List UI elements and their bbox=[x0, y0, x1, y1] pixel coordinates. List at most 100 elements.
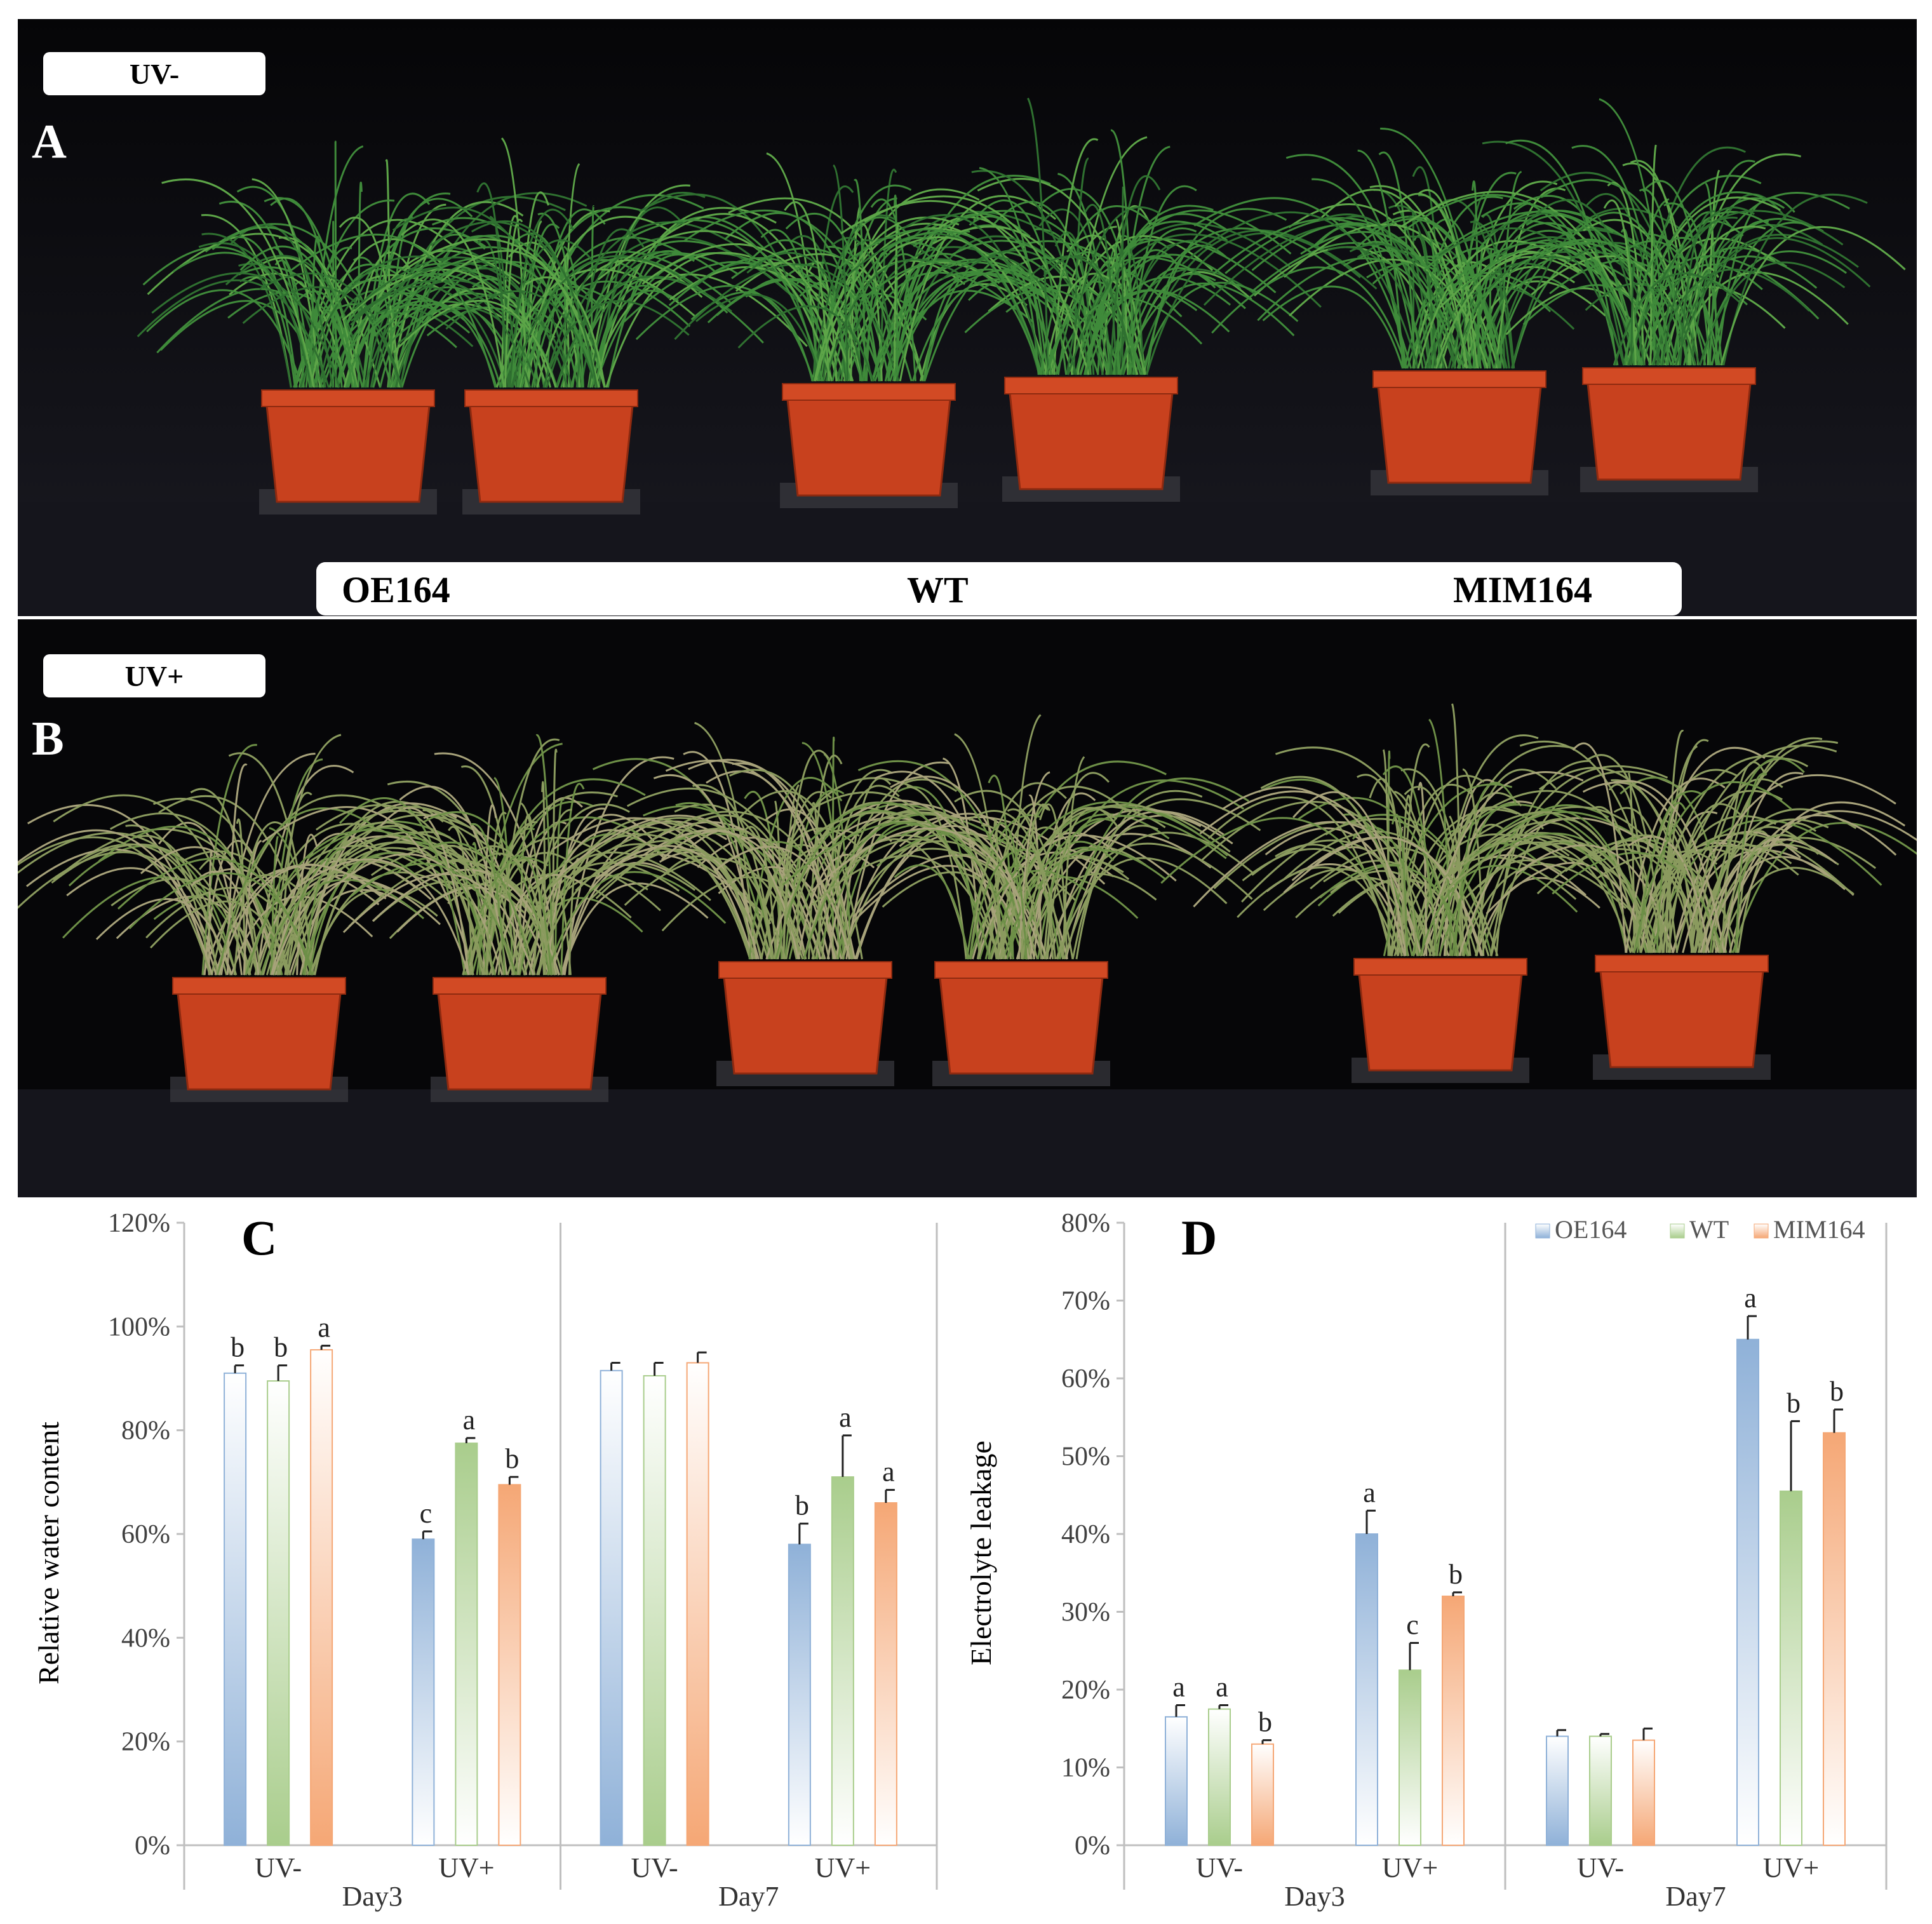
significance-letter: a bbox=[463, 1404, 476, 1436]
flower-pot bbox=[1376, 373, 1543, 484]
bar bbox=[643, 1375, 666, 1846]
bar bbox=[1823, 1432, 1846, 1846]
bar bbox=[310, 1349, 333, 1847]
group-label: UV+ bbox=[815, 1852, 871, 1883]
significance-letter: b bbox=[505, 1443, 519, 1474]
plants-illustration-b bbox=[18, 619, 1917, 1197]
bar bbox=[267, 1380, 290, 1847]
significance-letter: c bbox=[1406, 1610, 1419, 1641]
potted-plant bbox=[290, 137, 857, 515]
y-tick-label: 40% bbox=[1061, 1520, 1110, 1549]
legend-label-oe164: OE164 bbox=[1555, 1215, 1627, 1244]
group-label: UV- bbox=[1577, 1852, 1624, 1883]
bar bbox=[1632, 1739, 1655, 1846]
flower-pot bbox=[1007, 380, 1175, 490]
bar bbox=[1399, 1669, 1421, 1846]
significance-letter: b bbox=[795, 1490, 809, 1521]
bar bbox=[455, 1443, 478, 1847]
significance-letter: c bbox=[420, 1498, 433, 1529]
significance-letter: b bbox=[231, 1332, 245, 1363]
genotype-label-oe164: OE164 bbox=[342, 569, 450, 610]
significance-letter: b bbox=[1830, 1376, 1844, 1407]
group-label: UV+ bbox=[438, 1852, 494, 1883]
bar bbox=[1736, 1338, 1759, 1846]
chart-d-ylabel: Electrolyte leakage bbox=[965, 1441, 997, 1665]
potted-plant bbox=[1438, 730, 1917, 1080]
genotype-label-bar: OE164 WT MIM164 bbox=[316, 562, 1682, 616]
y-tick-label: 30% bbox=[1061, 1598, 1110, 1627]
bar bbox=[1546, 1735, 1569, 1846]
potted-plant bbox=[782, 714, 1261, 1086]
significance-letter: a bbox=[839, 1402, 852, 1433]
group-label: UV+ bbox=[1763, 1852, 1819, 1883]
bar bbox=[1355, 1533, 1378, 1846]
panel-letter-d: D bbox=[1181, 1210, 1217, 1265]
y-tick-label: 40% bbox=[121, 1624, 170, 1653]
y-tick-label: 70% bbox=[1061, 1287, 1110, 1316]
grass-blades bbox=[1181, 127, 1705, 369]
plants-illustration-a bbox=[18, 19, 1917, 616]
photo-panel-b: UV+ B bbox=[18, 619, 1917, 1197]
bar bbox=[224, 1372, 247, 1847]
potted-plant bbox=[1181, 127, 1705, 495]
y-tick-label: 50% bbox=[1061, 1443, 1110, 1472]
bar bbox=[874, 1502, 897, 1846]
y-tick-label: 120% bbox=[108, 1209, 170, 1238]
significance-letter: b bbox=[1787, 1387, 1801, 1418]
y-tick-label: 0% bbox=[1075, 1831, 1110, 1860]
panel-letter-a: A bbox=[32, 115, 67, 168]
grass-blades bbox=[1400, 98, 1906, 366]
flower-pot bbox=[721, 964, 889, 1075]
grass-blades bbox=[1438, 730, 1917, 953]
potted-plant bbox=[262, 734, 772, 1102]
y-tick-label: 20% bbox=[121, 1728, 170, 1757]
genotype-label-mim164: MIM164 bbox=[1453, 569, 1593, 610]
grass-blades bbox=[782, 714, 1261, 960]
flower-pot bbox=[175, 980, 343, 1091]
charts-area: C Relative water content 0% 20% 40% 60% 80% 1… bbox=[32, 1209, 1888, 1912]
bar bbox=[788, 1544, 811, 1846]
significance-letter: b bbox=[274, 1332, 288, 1363]
bar bbox=[831, 1476, 854, 1846]
significance-letter: a bbox=[1172, 1672, 1185, 1703]
y-tick-label: 80% bbox=[1061, 1209, 1110, 1238]
bar bbox=[1165, 1716, 1188, 1846]
bar bbox=[1442, 1596, 1465, 1846]
bar bbox=[1208, 1708, 1231, 1846]
photo-panel-a: UV- A OE164 WT MIM164 bbox=[18, 19, 1917, 616]
panel-letter-b: B bbox=[32, 712, 64, 765]
day-label: Day3 bbox=[1284, 1881, 1345, 1912]
significance-letter: b bbox=[1449, 1559, 1463, 1590]
flower-pot bbox=[436, 980, 603, 1091]
group-label: UV+ bbox=[1382, 1852, 1438, 1883]
flower-pot bbox=[264, 393, 432, 503]
group-label: UV- bbox=[631, 1852, 678, 1883]
genotype-label-wt: WT bbox=[907, 569, 969, 610]
group-label: UV- bbox=[255, 1852, 302, 1883]
legend-swatch-mim164 bbox=[1754, 1223, 1769, 1239]
day-label: Day7 bbox=[718, 1881, 779, 1912]
y-tick-label: 80% bbox=[121, 1416, 170, 1446]
flower-pot bbox=[1357, 961, 1524, 1072]
group-label: UV- bbox=[1196, 1852, 1243, 1883]
potted-plant bbox=[838, 97, 1378, 502]
flower-pot bbox=[1598, 958, 1766, 1068]
panel-letter-c: C bbox=[241, 1210, 277, 1265]
y-tick-label: 60% bbox=[121, 1520, 170, 1549]
significance-letter: a bbox=[1216, 1672, 1228, 1703]
significance-letter: a bbox=[882, 1456, 895, 1488]
legend-swatch-oe164 bbox=[1535, 1223, 1550, 1239]
y-tick-label: 20% bbox=[1061, 1676, 1110, 1705]
bar bbox=[1780, 1490, 1802, 1846]
legend-swatch-wt bbox=[1670, 1223, 1685, 1239]
bar bbox=[1251, 1743, 1274, 1846]
flower-pot bbox=[1585, 370, 1753, 481]
potted-plant bbox=[1400, 98, 1906, 492]
bar bbox=[412, 1538, 435, 1847]
y-tick-label: 60% bbox=[1061, 1364, 1110, 1394]
legend-label-mim164: MIM164 bbox=[1773, 1215, 1865, 1244]
significance-letter: a bbox=[1744, 1282, 1757, 1314]
flower-pot bbox=[937, 964, 1105, 1075]
legend-label-wt: WT bbox=[1689, 1215, 1729, 1244]
